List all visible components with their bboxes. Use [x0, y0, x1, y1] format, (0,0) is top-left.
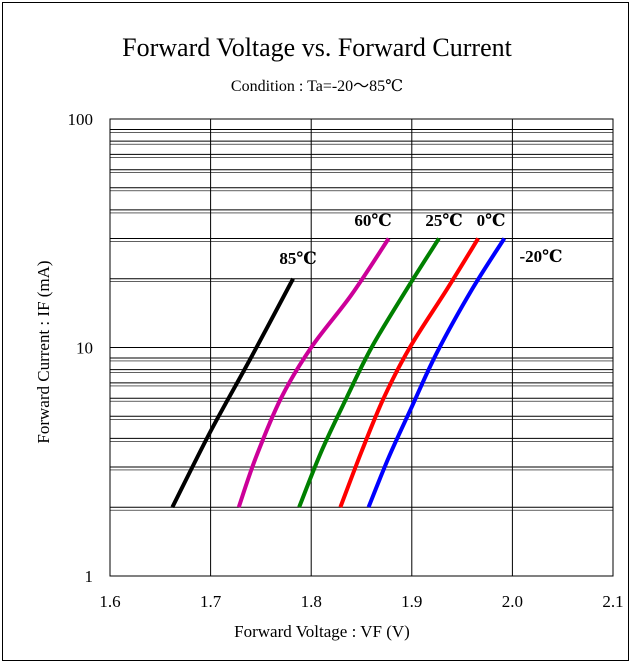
series-line-0	[170, 277, 295, 509]
series-line-2	[297, 237, 441, 508]
x-tick-label: 1.6	[99, 592, 120, 611]
x-tick-labels: 1.6 1.7 1.8 1.9 2.0 2.1	[99, 592, 623, 611]
series-labels: 85℃ 60℃ 25℃ 0℃ -20℃	[279, 211, 562, 268]
y-tick-labels: 1 10 100	[68, 110, 94, 586]
chart-frame	[2, 2, 629, 661]
series-line-3	[338, 237, 480, 508]
y-tick-label: 100	[68, 110, 94, 129]
y-tick-label: 1	[85, 567, 94, 586]
x-tick-label: 1.7	[200, 592, 222, 611]
series-label-4: -20℃	[519, 247, 562, 266]
chart-subtitle: Condition : Ta=-20～85℃	[231, 78, 403, 95]
chart-title: Forward Voltage vs. Forward Current	[122, 33, 512, 62]
series-label-3: 0℃	[477, 211, 506, 230]
y-tick-label: 10	[76, 339, 93, 358]
series-label-2: 25℃	[425, 211, 462, 230]
x-tick-label: 2.1	[602, 592, 623, 611]
series-label-0: 85℃	[279, 249, 316, 268]
grid-lines	[110, 119, 613, 576]
series-line-1	[236, 237, 391, 508]
x-tick-label: 1.9	[401, 592, 422, 611]
plot-area	[109, 118, 614, 577]
x-tick-label: 2.0	[502, 592, 523, 611]
y-axis-label: Forward Current : IF (mA)	[34, 260, 53, 443]
x-axis-label: Forward Voltage : VF (V)	[234, 622, 410, 641]
series-line-4	[366, 237, 507, 508]
series-lines	[170, 237, 507, 509]
x-tick-label: 1.8	[301, 592, 322, 611]
series-label-1: 60℃	[354, 211, 391, 230]
